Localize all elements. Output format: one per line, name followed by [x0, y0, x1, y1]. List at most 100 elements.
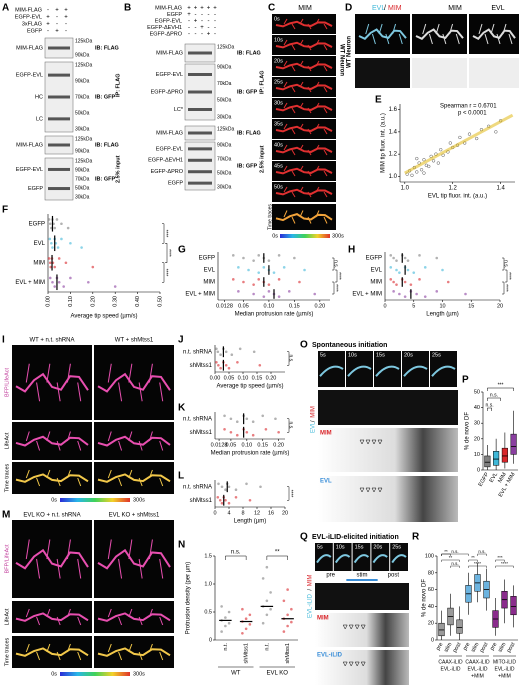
point: [494, 130, 498, 134]
spine: [159, 477, 164, 487]
label: -: [201, 12, 203, 18]
spine: [435, 23, 440, 35]
label: +: [64, 15, 68, 21]
spine: [307, 86, 312, 93]
point: [267, 290, 271, 293]
spine: [299, 18, 304, 25]
panel-letter: J: [178, 335, 184, 346]
label: 0.15: [289, 303, 300, 309]
micrograph: [12, 462, 92, 494]
sig-bracket: [225, 555, 247, 560]
spine: [307, 216, 312, 224]
spine: [107, 363, 112, 383]
label: +: [194, 6, 198, 12]
micrograph: [12, 601, 92, 633]
kymograph: [315, 613, 409, 647]
label: EVL: [489, 472, 499, 484]
arrowhead: [342, 661, 348, 667]
label: 0s: [274, 16, 280, 22]
spine: [66, 539, 71, 560]
spine: [299, 81, 304, 88]
point: [241, 607, 244, 611]
label: EVL-iLID: [308, 593, 314, 618]
label: 20: [497, 303, 503, 309]
label: 30kDa: [217, 184, 232, 190]
label: 5s: [320, 352, 326, 358]
point: [230, 353, 234, 357]
micrograph: [94, 345, 174, 420]
label: IB: GFP: [237, 163, 257, 169]
spine: [107, 469, 112, 479]
spine: [159, 382, 164, 402]
label: +: [207, 32, 211, 38]
dendrite: [391, 554, 407, 564]
panel-letter: R: [412, 532, 420, 543]
label: EVL + MIM: [185, 292, 215, 298]
point: [237, 290, 240, 293]
label: -: [56, 15, 58, 21]
spine: [138, 382, 143, 402]
label: CAAX-iLID: [438, 659, 463, 665]
point: [267, 259, 271, 262]
micrograph: [355, 58, 410, 88]
dendrite: [97, 473, 171, 483]
label: CAAX-iLID: [465, 659, 490, 665]
spine: [66, 608, 71, 618]
label: EGFP-EVL: [156, 72, 183, 78]
point: [66, 226, 70, 230]
dendrite: [403, 365, 428, 377]
dendrite: [319, 365, 344, 377]
dendrite: [358, 28, 407, 40]
band: [48, 117, 70, 121]
panel-letter: F: [2, 205, 8, 216]
point: [227, 610, 231, 614]
micrograph: [12, 520, 92, 598]
label: 10: [474, 452, 480, 458]
micrograph: [272, 77, 336, 97]
label: n.s.: [288, 354, 294, 362]
micrograph: [272, 35, 336, 55]
spine: [323, 191, 328, 198]
spine: [77, 651, 82, 661]
label: EGFP-EVL: [155, 18, 182, 24]
spine: [77, 382, 82, 402]
spine: [77, 616, 82, 626]
label: Protrusion density (per µm): [186, 562, 192, 634]
sig-bracket: [287, 351, 290, 366]
point: [80, 246, 83, 249]
label: MIM: [370, 280, 382, 286]
point: [220, 630, 223, 633]
point: [242, 256, 245, 260]
label: Spearman r = 0.6701: [440, 104, 497, 110]
dendrite: [275, 188, 333, 196]
label: **: [275, 550, 280, 556]
label: **: [471, 555, 475, 560]
spine: [291, 170, 296, 177]
label: 0.5: [204, 609, 212, 615]
spine: [25, 608, 30, 618]
panel-letter: B: [124, 3, 131, 14]
micrograph: [318, 351, 345, 387]
label: 10s: [336, 544, 345, 550]
spine: [118, 440, 123, 451]
box: [510, 433, 517, 455]
label: **: [449, 555, 453, 560]
point: [223, 414, 226, 418]
micrograph: [355, 14, 410, 54]
band: [48, 167, 70, 171]
spine: [299, 186, 304, 193]
label: 20: [282, 510, 288, 516]
arrowhead: [359, 439, 365, 445]
spine: [291, 86, 296, 93]
label: 90kDa: [75, 148, 90, 154]
dendrite: [275, 125, 333, 133]
micrograph: [374, 351, 401, 387]
label: LC*: [174, 107, 184, 113]
label: post: [479, 641, 490, 653]
spine: [25, 469, 30, 479]
arrowhead: [354, 624, 360, 630]
label: stim: [497, 641, 507, 653]
label: LifeAct: [4, 432, 10, 449]
point: [298, 280, 301, 284]
label: EGFP: [199, 256, 215, 262]
